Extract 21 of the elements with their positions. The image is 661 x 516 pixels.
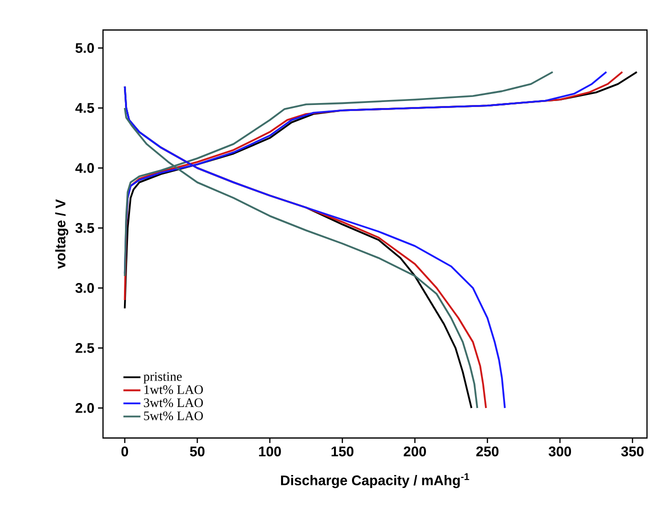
- x-tick-label: 250: [476, 446, 498, 456]
- x-tick-label: 300: [548, 446, 572, 456]
- x-tick-label: 150: [332, 446, 354, 456]
- y-tick-label: 5.0: [76, 43, 94, 53]
- x-tick-label: 350: [621, 446, 644, 456]
- y-tick-label: 4.0: [75, 163, 94, 173]
- legend-label: pristine: [144, 372, 182, 384]
- y-tick-label: 4.5: [75, 103, 94, 113]
- y-tick-label: 3.0: [75, 283, 94, 293]
- x-tick-label: 200: [404, 446, 426, 456]
- legend-label: 1wt% LAO: [144, 385, 203, 394]
- legend-label: 3wt% LAO: [144, 398, 203, 408]
- y-tick-label: 2.0: [76, 403, 94, 413]
- x-tick-label: 100: [259, 446, 281, 456]
- y-axis-title: voltage / V: [55, 199, 68, 269]
- x-tick-label: 0: [121, 446, 128, 456]
- legend-label: 5wt% LAO: [144, 411, 203, 420]
- x-axis-title: Discharge Capacity / mAhg$^{-1}$: [281, 473, 470, 488]
- x-tick-label: 50: [190, 446, 204, 456]
- y-tick-label: 3.5: [75, 223, 94, 233]
- y-tick-label: 2.5: [76, 343, 94, 353]
